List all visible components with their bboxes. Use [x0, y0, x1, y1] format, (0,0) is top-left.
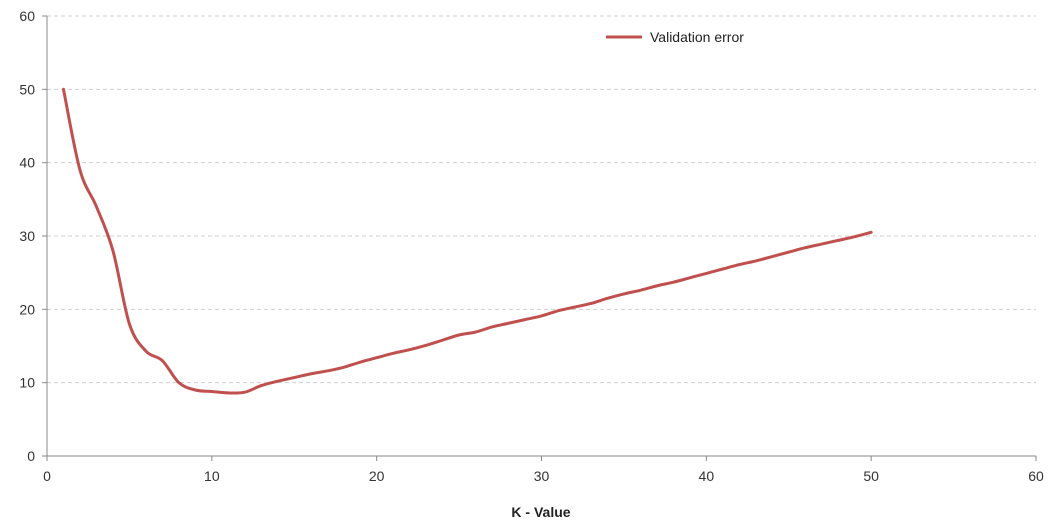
- legend-label-validation-error: Validation error: [650, 29, 744, 45]
- x-tick-label-10: 10: [204, 468, 220, 484]
- series-layer: [61, 87, 873, 395]
- x-tick-label-0: 0: [43, 468, 51, 484]
- x-axis-title: K - Value: [511, 504, 570, 520]
- x-tick-label-60: 60: [1028, 468, 1044, 484]
- gridlines: [47, 15, 1036, 384]
- y-tick-label-10: 10: [19, 375, 35, 391]
- series-line-0: [61, 87, 873, 395]
- x-tick-label-30: 30: [534, 468, 550, 484]
- axes: 0 10 20 30 40 50 60 0 10 20 30 40 50 60: [19, 8, 1044, 484]
- y-tick-label-50: 50: [19, 81, 35, 97]
- y-tick-label-30: 30: [19, 228, 35, 244]
- x-tick-label-50: 50: [863, 468, 879, 484]
- x-tick-label-20: 20: [369, 468, 385, 484]
- x-tick-label-40: 40: [699, 468, 715, 484]
- y-tick-label-60: 60: [19, 8, 35, 24]
- y-tick-label-20: 20: [19, 301, 35, 317]
- y-tick-label-40: 40: [19, 155, 35, 171]
- y-tick-label-0: 0: [27, 448, 35, 464]
- legend: Validation error: [606, 29, 744, 45]
